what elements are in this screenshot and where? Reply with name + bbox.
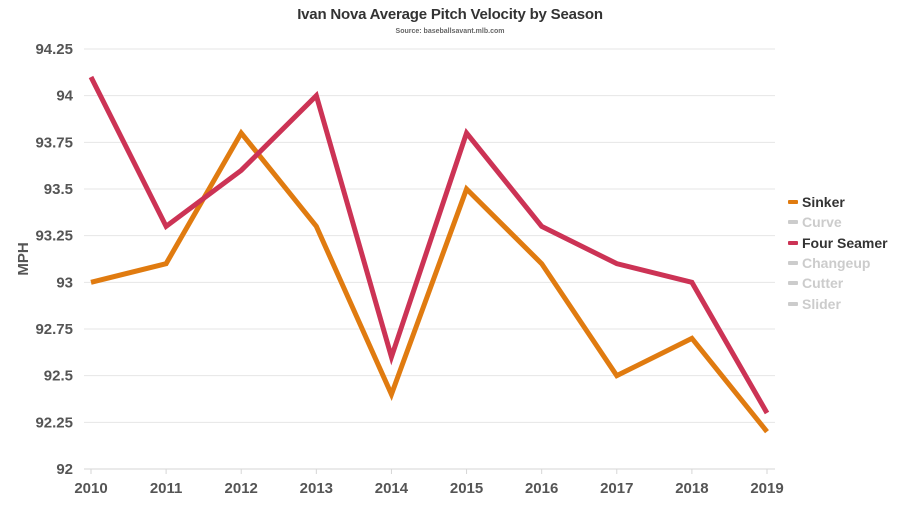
- series-lines: [88, 75, 770, 434]
- x-tick-label: 2017: [600, 480, 633, 497]
- legend-swatch-icon: [788, 200, 798, 205]
- x-axis-ticks: 2010 2011 2012 2013 2014 2015 2016 2017 2018 2019: [74, 469, 784, 497]
- legend: Sinker Curve Four Seamer Changeup Cutter Slid…: [788, 192, 888, 314]
- legend-item-curve[interactable]: Curve: [788, 212, 888, 232]
- x-tick-label: 2012: [225, 480, 258, 497]
- y-tick-label: 92.25: [35, 414, 73, 431]
- legend-swatch-icon: [788, 220, 798, 225]
- x-tick-label: 2018: [675, 480, 708, 497]
- legend-item-four-seamer[interactable]: Four Seamer: [788, 233, 888, 253]
- y-axis-label: MPH: [15, 242, 32, 275]
- y-tick-label: 94.25: [35, 41, 73, 58]
- legend-swatch-icon: [788, 261, 798, 266]
- x-tick-label: 2015: [450, 480, 483, 497]
- y-axis-ticks: 92 92.25 92.5 92.75 93 93.25 93.5 93.75 94 94.25: [35, 41, 73, 478]
- y-tick-label: 93.75: [35, 134, 73, 151]
- y-tick-label: 93.5: [44, 181, 73, 198]
- y-tick-label: 93: [56, 274, 73, 291]
- legend-label: Changeup: [802, 255, 871, 272]
- legend-label: Cutter: [802, 275, 844, 292]
- legend-label: Curve: [802, 214, 842, 231]
- legend-label: Slider: [802, 295, 841, 312]
- legend-item-changeup[interactable]: Changeup: [788, 253, 888, 273]
- x-tick-label: 2019: [750, 480, 783, 497]
- legend-label: Sinker: [802, 194, 845, 211]
- y-tick-label: 93.25: [35, 228, 73, 245]
- chart-title: Ivan Nova Average Pitch Velocity by Seas…: [297, 6, 603, 23]
- legend-item-cutter[interactable]: Cutter: [788, 273, 888, 293]
- legend-swatch-icon: [788, 240, 798, 245]
- legend-item-sinker[interactable]: Sinker: [788, 192, 888, 212]
- x-tick-label: 2013: [300, 480, 333, 497]
- legend-swatch-icon: [788, 301, 798, 306]
- y-tick-label: 92.5: [44, 368, 73, 385]
- legend-label: Four Seamer: [802, 234, 888, 251]
- x-tick-label: 2010: [74, 480, 107, 497]
- legend-swatch-icon: [788, 281, 798, 286]
- y-tick-label: 94: [56, 88, 73, 105]
- x-tick-label: 2016: [525, 480, 558, 497]
- chart-subtitle: Source: baseballsavant.mlb.com: [395, 28, 505, 35]
- x-tick-label: 2014: [375, 480, 409, 497]
- y-tick-label: 92: [56, 461, 73, 478]
- legend-item-slider[interactable]: Slider: [788, 293, 888, 313]
- grid-lines: [84, 48, 775, 470]
- y-tick-label: 92.75: [35, 321, 73, 338]
- x-tick-label: 2011: [150, 480, 183, 497]
- series-line-four-seamer[interactable]: [88, 75, 770, 415]
